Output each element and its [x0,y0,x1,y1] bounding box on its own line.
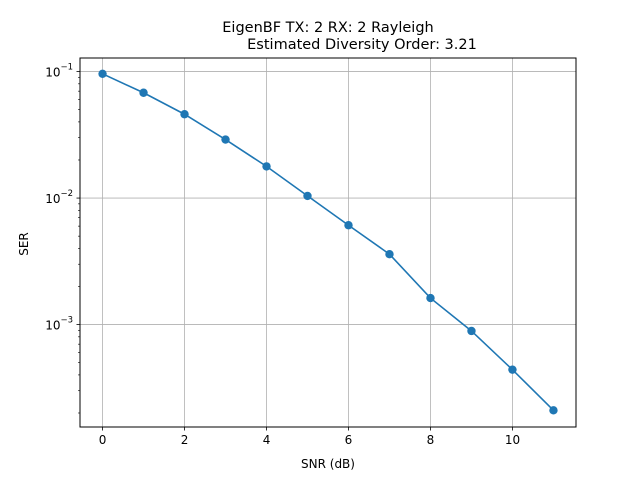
data-point [385,249,394,259]
data-point [344,221,353,230]
data-point [139,88,148,97]
ticks: 0 2 4 6 8 10 10−3 10−2 10−1 [45,63,520,447]
data-point [180,110,189,119]
x-tick-label: 8 [427,433,435,447]
chart-title-line1: EigenBF TX: 2 RX: 2 Rayleigh [222,20,433,36]
plot-frame [79,57,577,428]
x-tick-label: 10 [505,433,520,447]
chart-title-line2: Estimated Diversity Order: 3.21 [247,37,477,53]
grid [80,58,576,427]
series-layer [98,69,558,415]
y-tick-label: 10−3 [45,316,73,333]
data-point [467,326,476,336]
y-tick-label: 10−2 [45,189,73,206]
y-axis-label: SER [17,232,31,256]
series-line [102,73,555,411]
data-point [426,293,435,303]
x-tick-label: 4 [263,433,271,447]
x-axis-label: SNR (dB) [301,457,355,471]
y-tick-label: 10−1 [45,63,73,80]
x-tick-label: 6 [345,433,353,447]
data-point [221,135,230,144]
data-point [549,406,558,415]
data-point [98,69,107,79]
data-point [303,191,312,201]
data-point [262,162,271,171]
x-tick-label: 2 [181,433,189,447]
data-point [508,365,517,374]
x-tick-label: 0 [99,433,107,447]
